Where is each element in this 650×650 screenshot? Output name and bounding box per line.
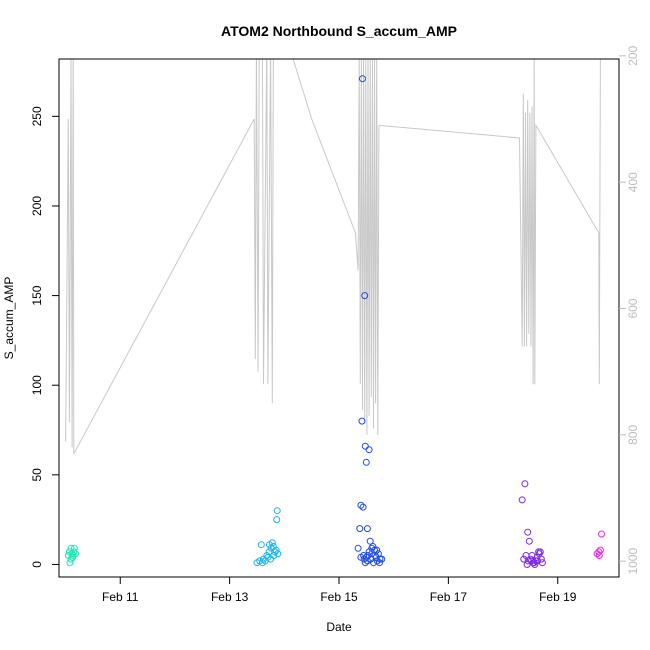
data-point bbox=[267, 544, 275, 552]
x-tick-label: Feb 15 bbox=[320, 590, 358, 604]
data-point bbox=[357, 501, 365, 509]
data-point bbox=[358, 417, 366, 425]
data-point bbox=[528, 552, 536, 559]
data-point bbox=[536, 548, 544, 556]
scatter-points-layer bbox=[64, 75, 605, 568]
y-tick-label: 150 bbox=[30, 285, 44, 305]
axes-layer: Feb 11 Feb 13 Feb 15 Feb 17 Feb 19 0 50 100 150 2… bbox=[30, 46, 640, 604]
data-point bbox=[69, 552, 77, 559]
data-point bbox=[273, 516, 281, 524]
data-point bbox=[359, 75, 366, 83]
secondary-tick-label: 1000 bbox=[626, 548, 640, 575]
y-tick-label: 50 bbox=[30, 468, 44, 482]
data-point bbox=[365, 446, 373, 454]
data-point bbox=[66, 559, 74, 567]
data-point bbox=[369, 543, 377, 550]
data-point bbox=[520, 555, 528, 563]
data-point bbox=[525, 537, 533, 545]
secondary-tick-label: 400 bbox=[626, 172, 640, 192]
x-tick-label: Feb 19 bbox=[539, 590, 577, 604]
data-point bbox=[354, 544, 362, 552]
data-point bbox=[357, 553, 365, 561]
data-point bbox=[523, 561, 531, 568]
data-point bbox=[359, 503, 367, 511]
data-point bbox=[521, 480, 529, 488]
data-point bbox=[65, 548, 73, 556]
data-point bbox=[376, 559, 383, 567]
secondary-tick-label: 600 bbox=[626, 298, 640, 318]
data-point bbox=[595, 548, 603, 556]
data-point bbox=[70, 544, 78, 552]
data-point bbox=[373, 546, 381, 554]
data-point bbox=[360, 555, 368, 563]
data-point bbox=[530, 559, 538, 567]
data-point bbox=[518, 496, 526, 504]
data-point bbox=[274, 550, 282, 558]
data-point bbox=[361, 559, 369, 567]
data-point bbox=[361, 292, 369, 300]
data-point bbox=[365, 548, 373, 556]
data-point bbox=[270, 552, 278, 559]
y-tick-label: 0 bbox=[30, 561, 44, 568]
data-point bbox=[534, 557, 541, 565]
data-point bbox=[67, 555, 75, 563]
x-tick-label: Feb 13 bbox=[211, 590, 249, 604]
y-axis-title: S_accum_AMP bbox=[2, 277, 16, 360]
data-point bbox=[364, 552, 372, 559]
data-point bbox=[266, 541, 273, 549]
data-point bbox=[362, 458, 370, 466]
data-point bbox=[524, 528, 532, 536]
data-point bbox=[378, 555, 386, 563]
data-point bbox=[356, 525, 364, 533]
data-point bbox=[535, 550, 543, 558]
secondary-trace-line bbox=[65, 59, 601, 455]
chart-title: ATOM2 Northbound S_accum_AMP bbox=[221, 23, 457, 39]
data-point bbox=[70, 548, 78, 556]
data-point bbox=[598, 530, 605, 538]
y-tick-label: 250 bbox=[30, 106, 44, 126]
x-tick-label: Feb 17 bbox=[430, 590, 468, 604]
secondary-tick-label: 200 bbox=[626, 46, 640, 66]
data-point bbox=[257, 541, 265, 549]
y-tick-label: 100 bbox=[30, 375, 44, 395]
secondary-trace-layer bbox=[65, 59, 601, 455]
data-point bbox=[538, 559, 546, 567]
secondary-tick-label: 800 bbox=[626, 425, 640, 445]
data-point bbox=[363, 525, 371, 533]
x-axis-title: Date bbox=[326, 620, 352, 634]
data-point bbox=[595, 552, 603, 559]
data-point bbox=[374, 550, 382, 558]
data-point bbox=[361, 442, 369, 450]
data-point bbox=[263, 552, 271, 559]
data-point bbox=[273, 507, 281, 515]
data-point bbox=[366, 537, 374, 545]
x-tick-label: Feb 11 bbox=[102, 590, 139, 604]
y-tick-label: 200 bbox=[30, 196, 44, 216]
